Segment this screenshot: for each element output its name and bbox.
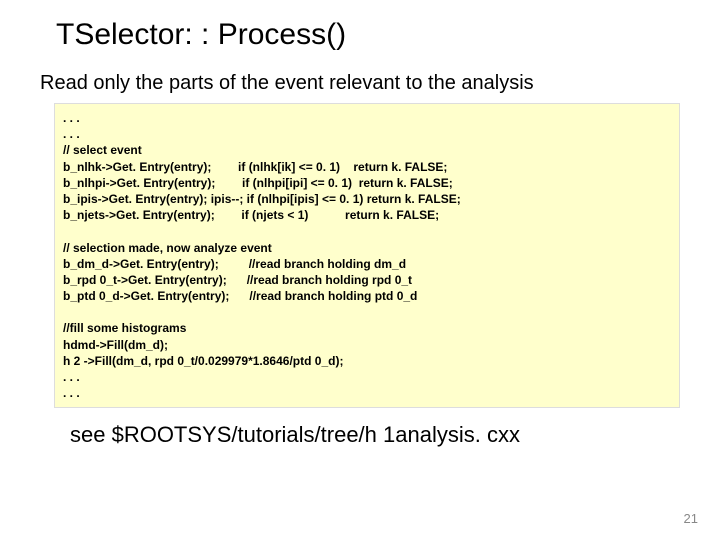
page-number: 21 — [684, 511, 698, 526]
slide-title: TSelector: : Process() — [0, 0, 720, 52]
slide-subtitle: Read only the parts of the event relevan… — [0, 52, 720, 95]
footer-reference: see $ROOTSYS/tutorials/tree/h 1analysis.… — [0, 408, 720, 448]
code-block: . . . . . . // select event b_nlhk->Get.… — [54, 103, 680, 408]
